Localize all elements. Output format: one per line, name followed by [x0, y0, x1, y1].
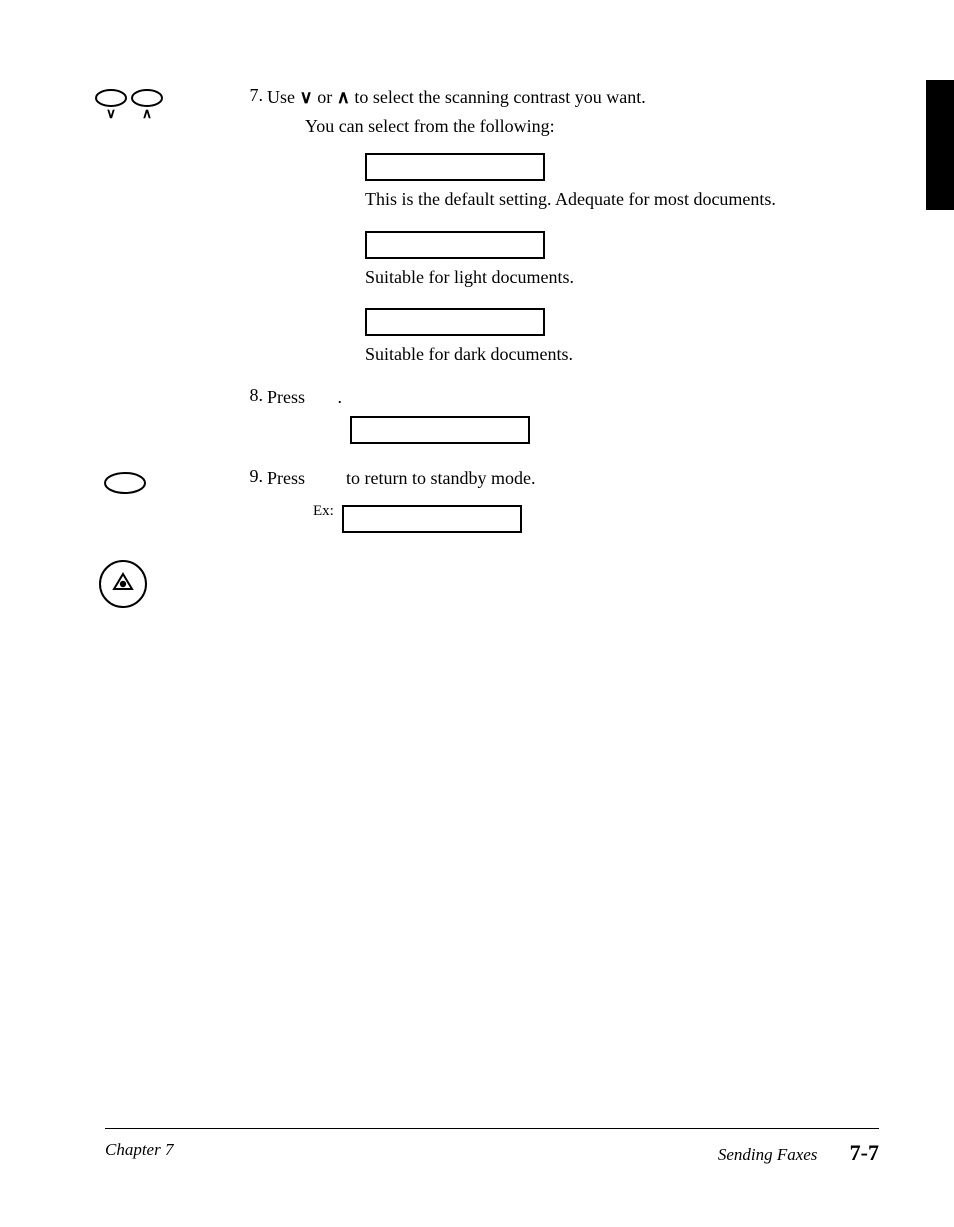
step-text: to select the scanning contrast you want… — [350, 87, 646, 107]
lcd-display-box — [350, 416, 530, 444]
option-1: This is the default setting. Adequate fo… — [365, 153, 865, 212]
example-row: Ex: — [313, 499, 865, 539]
stop-button-icon — [97, 558, 167, 610]
step-subtext: You can select from the following: — [305, 114, 865, 139]
step-9: 9. Press to return to standby mode. Ex: — [235, 466, 865, 539]
footer-right: Sending Faxes 7-7 — [718, 1140, 879, 1166]
step-text: Press — [267, 387, 310, 407]
option-desc: Suitable for light documents. — [365, 265, 865, 290]
step-7: 7. Use ∨ or ∧ to select the scanning con… — [235, 85, 865, 367]
down-symbol: ∨ — [300, 87, 313, 107]
content-area: 7. Use ∨ or ∧ to select the scanning con… — [105, 85, 865, 539]
lcd-display-box — [365, 153, 545, 181]
lcd-display-box — [365, 231, 545, 259]
step-number: 7. — [235, 85, 263, 106]
ex-label: Ex: — [313, 503, 334, 520]
side-tab — [926, 80, 954, 210]
option-2: Suitable for light documents. — [365, 231, 865, 290]
lcd-row — [350, 416, 865, 444]
footer-section-title: Sending Faxes — [718, 1145, 818, 1164]
step-text: to return to standby mode. — [342, 468, 536, 488]
footer-page-number: 7-7 — [850, 1140, 879, 1165]
step-8: 8. Press . — [235, 385, 865, 444]
step-number: 8. — [235, 385, 263, 406]
step-text: Use — [267, 87, 300, 107]
option-desc: Suitable for dark documents. — [365, 342, 865, 367]
lcd-display-box — [342, 505, 522, 533]
footer-chapter: Chapter 7 — [105, 1140, 173, 1160]
page: ∨ ∧ 7. Use ∨ or ∧ to select the scanning… — [0, 0, 954, 1227]
step-text: . — [338, 387, 343, 407]
step-text: or — [313, 87, 337, 107]
lcd-display-box — [365, 308, 545, 336]
option-3: Suitable for dark documents. — [365, 308, 865, 367]
step-text: Press — [267, 468, 310, 488]
up-symbol: ∧ — [337, 87, 350, 107]
footer-rule — [105, 1128, 879, 1129]
option-desc: This is the default setting. Adequate fo… — [365, 187, 835, 212]
step-number: 9. — [235, 466, 263, 487]
